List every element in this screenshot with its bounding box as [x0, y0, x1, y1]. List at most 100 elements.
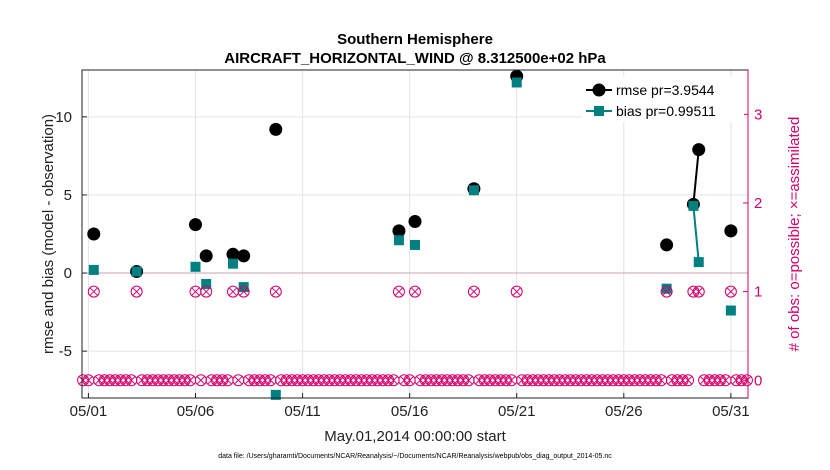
- x-tick-label: 05/26: [605, 403, 643, 420]
- obs-assimilated-cross: [132, 287, 141, 296]
- obs-assimilated-cross: [234, 376, 243, 385]
- y-tick-label: 0: [64, 265, 72, 282]
- obs-assimilated-cross: [228, 287, 238, 296]
- bias-point: [468, 185, 479, 196]
- obs-count-zero: [682, 374, 695, 387]
- obs-assimilated-cross: [196, 376, 206, 385]
- data-file-footer: data file: /Users/gharamti/Documents/NCA…: [218, 453, 612, 460]
- y-axis-label: rmse and bias (model - observation): [40, 114, 57, 354]
- obs-assimilated-cross: [84, 376, 93, 385]
- rmse-point: [269, 122, 283, 136]
- obs-possible-circle: [409, 285, 421, 298]
- bias-point: [270, 389, 281, 400]
- bias-point: [238, 282, 249, 293]
- obs-count-one: [130, 285, 143, 298]
- obs-assimilated-cross: [127, 376, 136, 385]
- bias-point: [190, 261, 201, 272]
- series-layer: [87, 69, 738, 400]
- obs-possible-circle: [237, 285, 250, 298]
- obs-count-one: [392, 285, 405, 298]
- legend-rmse-marker: [592, 83, 606, 97]
- obs-assimilated-cross: [89, 287, 98, 296]
- obs-count-one: [269, 285, 282, 298]
- obs-count-one: [692, 285, 705, 298]
- bias-point: [131, 266, 142, 277]
- obs-count-zero: [655, 374, 668, 387]
- rmse-point: [392, 224, 406, 238]
- ticks: 05/01 05/06 05/11 05/16 05/21 05/26 05/31 -5 0 5 1…: [55, 106, 762, 420]
- bias-point: [227, 258, 238, 269]
- obs-possible-circle: [392, 285, 405, 298]
- obs-count-one: [237, 285, 250, 298]
- y-tick-label: -5: [59, 343, 72, 360]
- rmse-line: [692, 149, 700, 205]
- obs-count-one: [510, 285, 523, 298]
- obs-assimilated-cross: [469, 287, 479, 296]
- rmse-point: [87, 227, 101, 241]
- obs-assimilated-cross: [239, 287, 248, 296]
- rmse-point: [724, 224, 738, 238]
- x-tick-label: 05/31: [712, 403, 750, 420]
- bias-point: [661, 283, 672, 294]
- obs-assimilated-cross: [410, 287, 420, 296]
- rmse-point: [188, 218, 202, 232]
- y-tick-label: 10: [55, 109, 72, 126]
- obs-assimilated-cross: [694, 287, 703, 296]
- obs-possible-circle: [269, 285, 282, 298]
- obs-assimilated-cross: [202, 287, 211, 296]
- bias-point: [688, 200, 699, 211]
- obs-count-one: [409, 285, 421, 298]
- y-right-tick-label: 3: [754, 106, 762, 123]
- obs-possible-circle: [130, 285, 143, 298]
- obs-assimilated-cross: [405, 376, 414, 385]
- y-right-tick-label: 2: [754, 195, 762, 212]
- x-tick-label: 05/11: [284, 403, 320, 420]
- bias-point: [511, 77, 522, 88]
- y-right-tick-label: 0: [754, 372, 762, 389]
- x-tick-label: 05/06: [177, 403, 215, 420]
- obs-count-one: [87, 285, 100, 298]
- legend-bias-label: bias pr=0.99511: [616, 103, 716, 119]
- obs-assimilated-cross: [657, 376, 666, 385]
- obs-assimilated-cross: [266, 376, 275, 385]
- obs-assimilated-cross: [389, 376, 398, 385]
- obs-assimilated-cross: [512, 287, 521, 296]
- obs-count-one: [200, 285, 213, 298]
- obs-assimilated-cross: [191, 287, 200, 296]
- obs-possible-circle: [200, 285, 213, 298]
- y-axis-label-right: # of obs: o=possible; ×=assimilated: [786, 117, 803, 352]
- obs-assimilated-cross: [394, 287, 404, 296]
- x-axis-label: May.01,2014 00:00:00 start: [324, 428, 506, 445]
- x-tick-label: 05/16: [391, 403, 429, 420]
- obs-possible-circle: [660, 285, 673, 298]
- bias-point: [725, 305, 736, 316]
- obs-possible-circle: [510, 285, 523, 298]
- bias-point: [201, 278, 212, 289]
- x-tick-label: 05/01: [70, 403, 108, 420]
- rmse-point: [237, 249, 251, 263]
- obs-assimilated-cross: [464, 376, 473, 385]
- y-right-tick-label: 1: [754, 284, 762, 301]
- obs-count-one: [724, 285, 737, 298]
- obs-possible-circle: [692, 285, 705, 298]
- chart-title: Southern Hemisphere: [337, 31, 493, 48]
- bias-point: [693, 257, 704, 268]
- obs-possible-circle: [724, 285, 737, 298]
- obs-assimilated-cross: [726, 287, 736, 296]
- legend: rmse pr=3.9544 bias pr=0.99511: [582, 76, 744, 122]
- bias-point: [393, 235, 404, 246]
- obs-possible-circle: [740, 374, 753, 387]
- rmse-point: [692, 143, 706, 157]
- bias-point: [410, 239, 420, 250]
- obs-assimilated-cross: [507, 376, 516, 385]
- obs-possible-circle: [87, 285, 100, 298]
- obs-assimilated-cross: [683, 376, 693, 385]
- obs-assimilated-cross: [662, 287, 671, 296]
- rmse-point: [408, 215, 422, 229]
- obs-possible-circle: [467, 285, 480, 298]
- obs-assimilated-cross: [721, 376, 730, 385]
- bias-point: [88, 264, 99, 275]
- y-tick-label: 5: [64, 187, 72, 204]
- legend-bias-marker: [594, 106, 604, 116]
